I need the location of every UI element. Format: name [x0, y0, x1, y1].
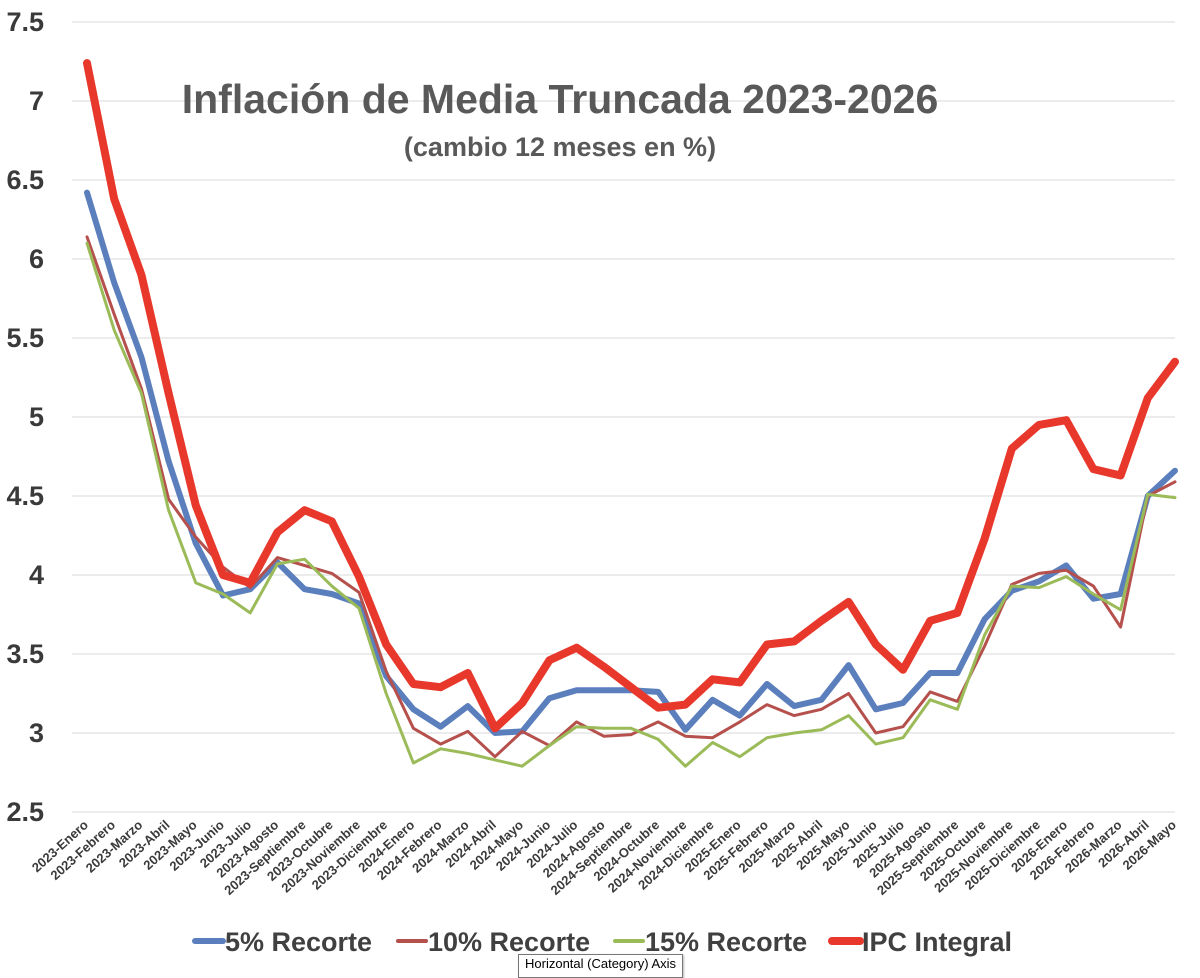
- y-tick-label: 6: [29, 244, 44, 274]
- legend-label: IPC Integral: [862, 927, 1012, 957]
- x-axis-ticks: 2023-Enero2023-Febrero2023-Marzo2023-Abr…: [29, 817, 1179, 898]
- y-tick-label: 7: [29, 86, 44, 116]
- series-line-1[interactable]: [84, 189, 1178, 736]
- legend-label: 10% Recorte: [428, 927, 590, 957]
- y-tick-label: 4.5: [6, 481, 44, 511]
- legend: 5% Recorte 10% Recorte 15% Recorte IPC Inte…: [192, 927, 1012, 957]
- gridlines: [72, 21, 1175, 813]
- y-tick-label: 3: [29, 718, 44, 748]
- y-tick-label: 5.5: [6, 323, 44, 353]
- series-line-4[interactable]: [83, 59, 1179, 733]
- y-tick-label: 6.5: [6, 165, 44, 195]
- series-line-3[interactable]: [85, 241, 1177, 768]
- y-axis-ticks: 2.5 3 3.5 4 4.5 5 5.5 6 6.5 7 7.5: [6, 7, 44, 827]
- y-tick-label: 5: [29, 402, 44, 432]
- legend-label: 5% Recorte: [225, 927, 372, 957]
- y-tick-label: 4: [29, 560, 44, 590]
- series-lines: [83, 59, 1179, 768]
- chart-title: Inflación de Media Truncada 2023-2026: [182, 76, 939, 122]
- y-tick-label: 3.5: [6, 639, 44, 669]
- y-tick-label: 7.5: [6, 7, 44, 37]
- chart-subtitle: (cambio 12 meses en %): [404, 132, 716, 162]
- axis-tooltip: Horizontal (Category) Axis: [518, 954, 683, 978]
- series-line-2[interactable]: [85, 235, 1177, 759]
- legend-label: 15% Recorte: [645, 927, 807, 957]
- y-tick-label: 2.5: [6, 797, 44, 827]
